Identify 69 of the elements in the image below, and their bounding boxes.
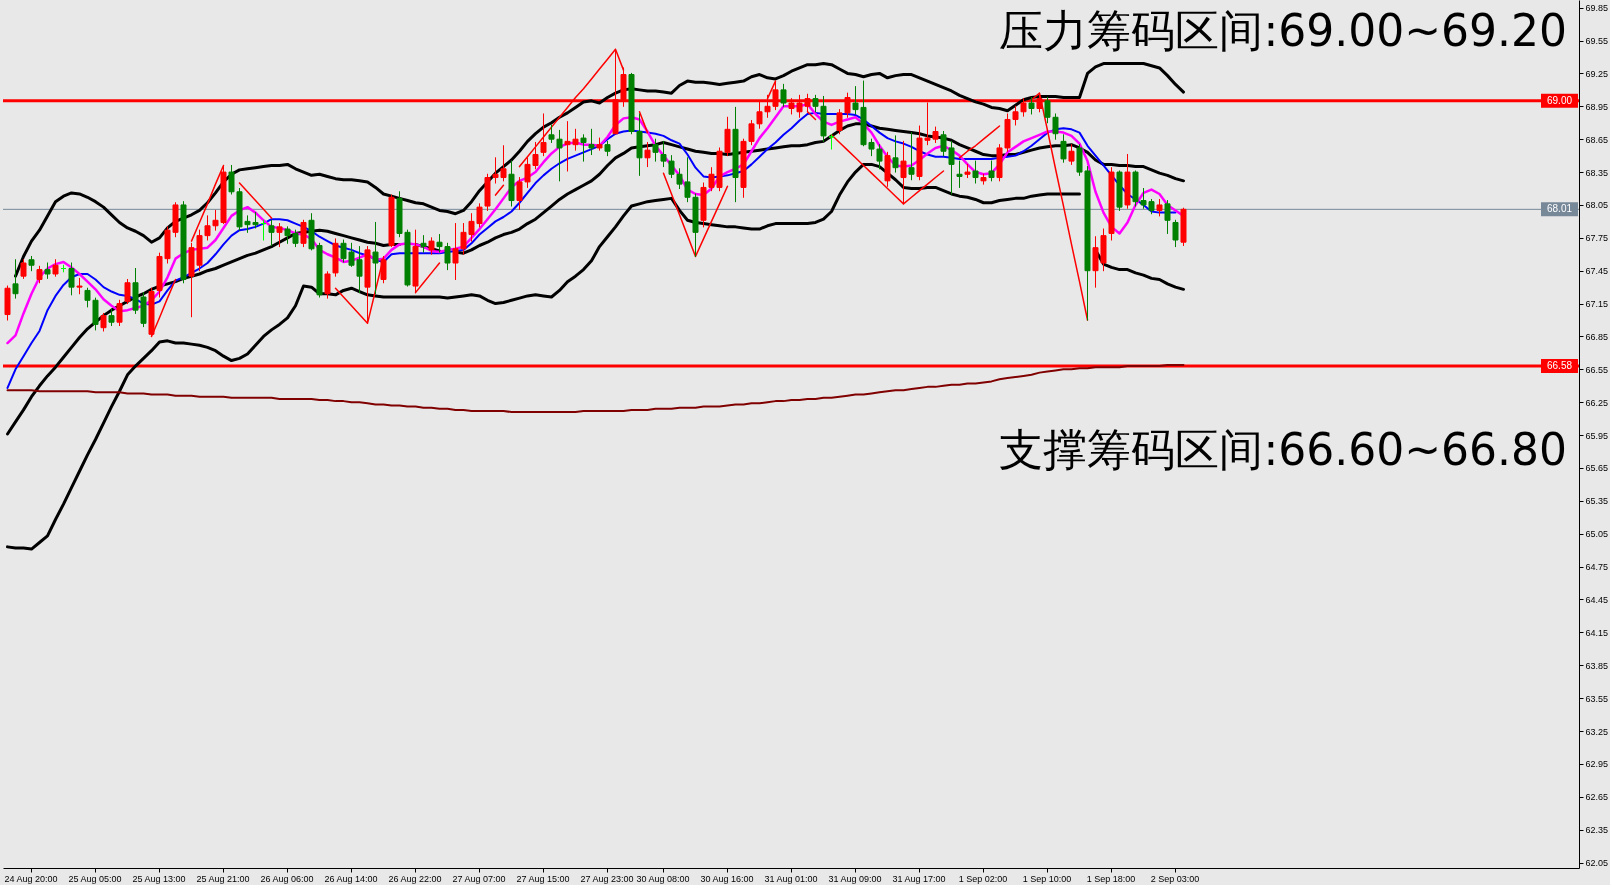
ref-line-label: 68.01 bbox=[1546, 203, 1573, 215]
candlestick bbox=[116, 299, 123, 326]
ref-line-label: 66.58 bbox=[1546, 360, 1573, 372]
candlestick bbox=[300, 219, 307, 248]
candlestick bbox=[956, 160, 963, 188]
y-tick-label: 63.55 bbox=[1585, 693, 1609, 704]
y-tick-label: 69.55 bbox=[1585, 36, 1609, 47]
x-tick-label: 31 Aug 09:00 bbox=[828, 873, 882, 884]
annotation: 支撑筹码区间:66.60~66.80 bbox=[999, 424, 1567, 475]
y-tick-label: 68.95 bbox=[1585, 101, 1609, 112]
candlestick bbox=[20, 259, 27, 279]
y-tick-label: 65.05 bbox=[1585, 529, 1609, 540]
y-tick-label: 62.35 bbox=[1585, 825, 1609, 836]
y-tick-label: 68.65 bbox=[1585, 134, 1609, 145]
y-tick-label: 66.55 bbox=[1585, 364, 1609, 375]
ref-line-label: 69.00 bbox=[1546, 94, 1573, 106]
y-tick-label: 69.85 bbox=[1585, 3, 1609, 14]
candlestick bbox=[1172, 219, 1179, 248]
y-tick-label: 67.45 bbox=[1585, 266, 1609, 277]
candlestick bbox=[268, 219, 275, 246]
y-tick-label: 65.35 bbox=[1585, 496, 1609, 507]
x-tick-label: 31 Aug 17:00 bbox=[892, 873, 946, 884]
x-tick-label: 1 Sep 18:00 bbox=[1086, 873, 1136, 884]
x-tick-label: 27 Aug 07:00 bbox=[452, 873, 506, 884]
x-tick-label: 25 Aug 05:00 bbox=[68, 873, 122, 884]
line-series bbox=[6, 363, 1185, 414]
annotation: 压力筹码区间:69.00~69.20 bbox=[999, 5, 1567, 56]
x-tick-label: 1 Sep 02:00 bbox=[958, 873, 1008, 884]
x-tick-label: 26 Aug 14:00 bbox=[324, 873, 378, 884]
x-tick-label: 30 Aug 16:00 bbox=[700, 873, 754, 884]
y-tick-label: 67.15 bbox=[1585, 299, 1609, 310]
x-tick-label: 24 Aug 20:00 bbox=[4, 873, 58, 884]
y-tick-label: 68.05 bbox=[1585, 200, 1609, 211]
y-tick-label: 62.95 bbox=[1585, 759, 1609, 770]
y-tick-label: 64.45 bbox=[1585, 594, 1609, 605]
x-tick-label: 25 Aug 21:00 bbox=[196, 873, 250, 884]
line-series bbox=[14, 62, 1185, 278]
candlestick bbox=[68, 262, 75, 296]
y-tick-label: 62.65 bbox=[1585, 792, 1609, 803]
candlestick bbox=[988, 160, 995, 182]
x-tick-label: 26 Aug 22:00 bbox=[388, 873, 442, 884]
y-tick-label: 63.85 bbox=[1585, 660, 1609, 671]
x-tick-label: 26 Aug 06:00 bbox=[260, 873, 314, 884]
x-tick-label: 2 Sep 03:00 bbox=[1150, 873, 1200, 884]
y-tick-label: 66.85 bbox=[1585, 331, 1609, 342]
y-tick-label: 64.15 bbox=[1585, 627, 1609, 638]
x-tick-label: 31 Aug 01:00 bbox=[764, 873, 818, 884]
candlestick bbox=[276, 223, 283, 248]
candlestick bbox=[124, 278, 131, 305]
candlestick bbox=[972, 160, 979, 184]
x-tick-label: 1 Sep 10:00 bbox=[1022, 873, 1072, 884]
y-tick-label: 68.35 bbox=[1585, 167, 1609, 178]
y-tick-label: 63.25 bbox=[1585, 726, 1609, 737]
x-tick-label: 27 Aug 23:00 bbox=[580, 873, 634, 884]
y-tick-label: 65.65 bbox=[1585, 463, 1609, 474]
y-tick-label: 66.25 bbox=[1585, 397, 1609, 408]
candlestick bbox=[1164, 200, 1171, 234]
y-tick-label: 65.95 bbox=[1585, 430, 1609, 441]
y-tick-label: 67.75 bbox=[1585, 233, 1609, 244]
x-tick-label: 25 Aug 13:00 bbox=[132, 873, 186, 884]
candlestick bbox=[12, 259, 19, 299]
y-tick-label: 69.25 bbox=[1585, 68, 1609, 79]
candlestick bbox=[644, 141, 651, 168]
y-tick-label: 62.05 bbox=[1585, 858, 1609, 869]
y-tick-label: 64.75 bbox=[1585, 562, 1609, 573]
x-tick-label: 30 Aug 08:00 bbox=[636, 873, 690, 884]
candlestick bbox=[652, 138, 659, 162]
x-tick-label: 27 Aug 15:00 bbox=[516, 873, 570, 884]
candlestick bbox=[780, 83, 787, 107]
